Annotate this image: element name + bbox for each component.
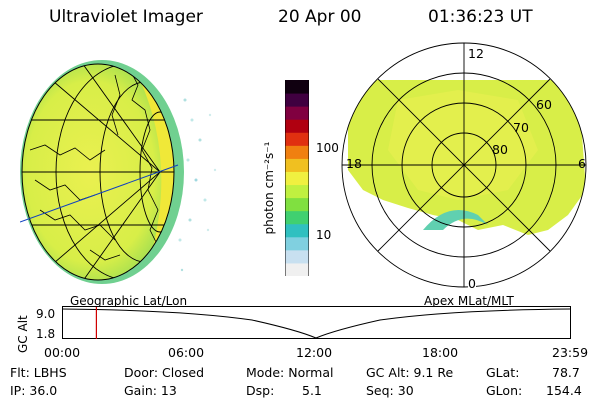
timeline-x-tick-3: 18:00	[422, 345, 459, 360]
polar-label-70: 70	[513, 120, 529, 135]
timeline-y-tick-high: 9.0	[36, 307, 56, 321]
info-glat-value: 78.7	[552, 365, 580, 380]
colorbar-band	[285, 236, 309, 251]
info-dsp-label: Dsp:	[246, 383, 275, 398]
timeline-x-tick-4: 23:59	[552, 345, 589, 360]
colorbar-tick-10: 10	[316, 228, 332, 242]
earth-image	[20, 60, 217, 284]
colorbar-band	[285, 106, 309, 120]
timeline-right-label: Apex MLat/MLT	[424, 294, 514, 308]
polar-label-0: 0	[468, 276, 476, 291]
colorbar-band	[285, 184, 309, 199]
colorbar-band	[285, 119, 309, 133]
timeline-y-label: GC Alt	[16, 315, 30, 353]
timeline-x-tick-1: 06:00	[168, 345, 205, 360]
timeline-x-tick-2: 12:00	[296, 345, 333, 360]
info-flt: Flt: LBHS	[10, 365, 67, 380]
colorbar-band	[285, 223, 309, 238]
colorbar-unit-label: photon cm⁻²s⁻¹	[262, 141, 276, 235]
polar-label-6: 6	[578, 156, 586, 171]
time-label: 01:36:23 UT	[428, 7, 533, 27]
info-glon-label: GLon:	[486, 383, 523, 398]
colorbar-tick-100: 100	[316, 141, 339, 155]
color-bar	[285, 80, 309, 276]
colorbar-band	[285, 249, 309, 264]
info-glon-value: 154.4	[546, 383, 582, 398]
app-title: Ultraviolet Imager	[49, 7, 203, 27]
info-door: Door: Closed	[124, 365, 205, 380]
polar-label-18: 18	[346, 156, 362, 171]
info-glat-label: GLat:	[486, 365, 520, 380]
colorbar-band	[285, 262, 309, 276]
colorbar-band	[285, 145, 309, 159]
timeline-y-tick-low: 1.8	[36, 327, 56, 341]
info-gcalt: GC Alt: 9.1 Re	[366, 365, 454, 380]
timeline-left-label: Geographic Lat/Lon	[70, 294, 188, 308]
polar-arc	[423, 210, 488, 230]
info-seq: Seq: 30	[366, 383, 414, 398]
info-dsp-value: 5.1	[302, 383, 322, 398]
date-label: 20 Apr 00	[278, 7, 362, 27]
altitude-curve	[62, 308, 572, 339]
info-gain: Gain: 13	[124, 383, 177, 398]
polar-label-60: 60	[536, 97, 552, 112]
colorbar-band	[285, 210, 309, 225]
timeline-chart	[62, 306, 572, 339]
scatter-dots	[178, 98, 217, 272]
limb-line	[20, 164, 179, 223]
timeline-x-tick-0: 00:00	[44, 345, 81, 360]
polar-plot	[341, 42, 587, 288]
polar-label-12: 12	[468, 46, 484, 61]
info-mode: Mode: Normal	[246, 365, 334, 380]
colorbar-band	[285, 197, 309, 212]
colorbar-band	[285, 93, 309, 107]
colorbar-band	[285, 132, 309, 146]
colorbar-band	[285, 80, 309, 94]
colorbar-band	[285, 158, 309, 172]
colorbar-band	[285, 171, 309, 186]
info-ip: IP: 36.0	[10, 383, 58, 398]
coastlines	[29, 69, 161, 261]
polar-label-80: 80	[492, 142, 508, 157]
